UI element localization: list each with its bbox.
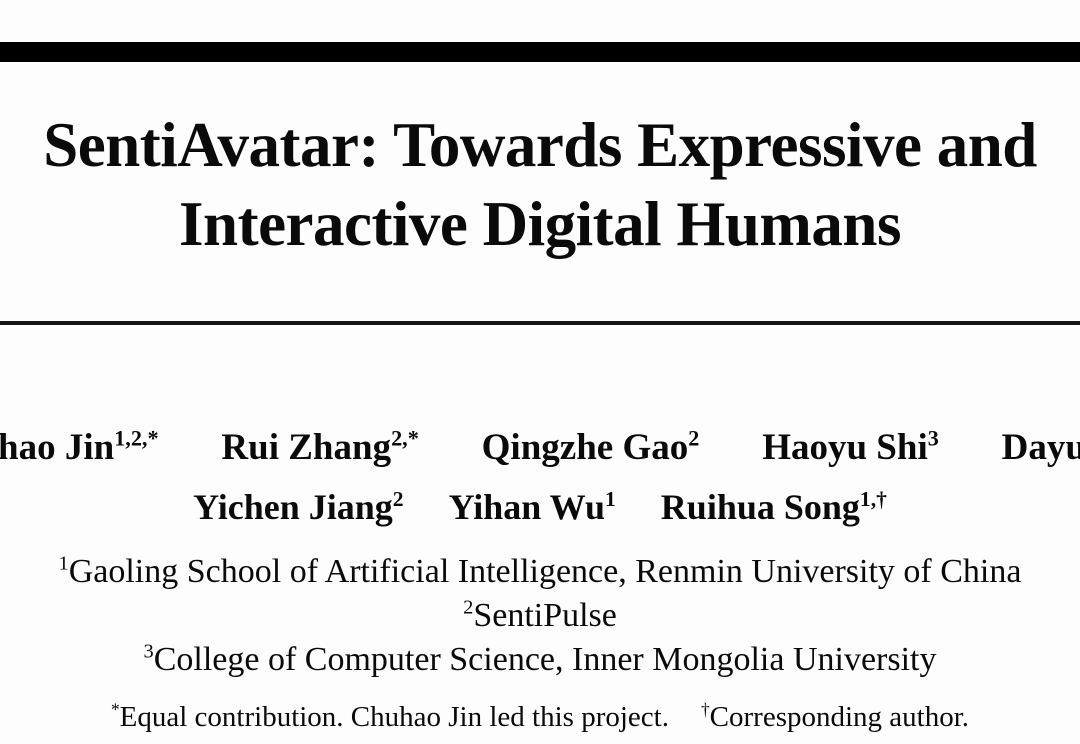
author-name: Yihan Wu: [448, 487, 605, 527]
footnote-corresponding-author: †Corresponding author.: [701, 698, 969, 736]
author-dayu-truncated: Dayu: [1002, 424, 1080, 472]
author-yihan-wu: Yihan Wu1: [449, 487, 616, 527]
author-affil-marks: 2: [392, 487, 404, 511]
author-name: Haoyu Shi: [762, 427, 928, 468]
author-name: Yichen Jiang: [193, 487, 393, 527]
authors-row-2: Yichen Jiang2 Yihan Wu1 Ruihua Song1,†: [0, 483, 1080, 531]
author-name: hao Jin: [0, 427, 115, 468]
author-name: Dayu: [1001, 427, 1080, 468]
author-affil-marks: 2,*: [391, 425, 419, 451]
affiliations-block: 1Gaoling School of Artificial Intelligen…: [0, 550, 1080, 682]
footnote-mark: †: [700, 699, 710, 720]
affiliation-1: 1Gaoling School of Artificial Intelligen…: [0, 550, 1080, 594]
author-affil-marks: 1: [605, 487, 616, 511]
author-affil-marks: 1,†: [859, 487, 887, 511]
author-rui-zhang: Rui Zhang2,*: [221, 424, 418, 472]
author-affil-marks: 1,2,*: [114, 425, 159, 451]
author-ruihua-song: Ruihua Song1,†: [661, 487, 887, 527]
author-name: Qingzhe Gao: [481, 427, 689, 468]
author-affil-marks: 2: [688, 425, 700, 451]
footnote-text: Equal contribution. Chuhao Jin led this …: [119, 701, 669, 733]
affiliation-text: College of Computer Science, Inner Mongo…: [153, 641, 937, 678]
affiliation-mark: 1: [58, 552, 69, 575]
footnote-mark: *: [110, 699, 120, 720]
author-name: Ruihua Song: [660, 487, 860, 527]
affiliation-mark: 2: [463, 596, 474, 619]
author-qingzhe-gao: Qingzhe Gao2: [482, 424, 700, 472]
affiliation-3: 3College of Computer Science, Inner Mong…: [0, 638, 1080, 682]
authors-row-1: hao Jin1,2,* Rui Zhang2,* Qingzhe Gao2 H…: [0, 424, 1080, 472]
paper-title-line2: Interactive Digital Humans: [179, 189, 901, 259]
author-haoyu-shi: Haoyu Shi3: [762, 424, 939, 472]
author-yichen-jiang: Yichen Jiang2: [193, 487, 403, 527]
affiliation-text: SentiPulse: [473, 597, 617, 634]
paper-title: SentiAvatar: Towards Expressive and Inte…: [0, 106, 1080, 264]
affiliation-mark: 3: [143, 640, 154, 663]
paper-title-line1: SentiAvatar: Towards Expressive and: [43, 110, 1037, 180]
affiliation-text: Gaoling School of Artificial Intelligenc…: [68, 553, 1022, 590]
footnote-equal-contribution: *Equal contribution. Chuhao Jin led this…: [111, 698, 669, 736]
affiliation-2: 2SentiPulse: [0, 594, 1080, 638]
footnote-text: Corresponding author.: [709, 701, 970, 733]
author-chuhao-jin: hao Jin1,2,*: [0, 424, 159, 472]
author-affil-marks: 3: [927, 425, 939, 451]
footnote-row: *Equal contribution. Chuhao Jin led this…: [0, 698, 1080, 736]
author-name: Rui Zhang: [221, 427, 392, 468]
title-rule: [0, 321, 1080, 325]
top-divider-bar: [0, 42, 1080, 62]
